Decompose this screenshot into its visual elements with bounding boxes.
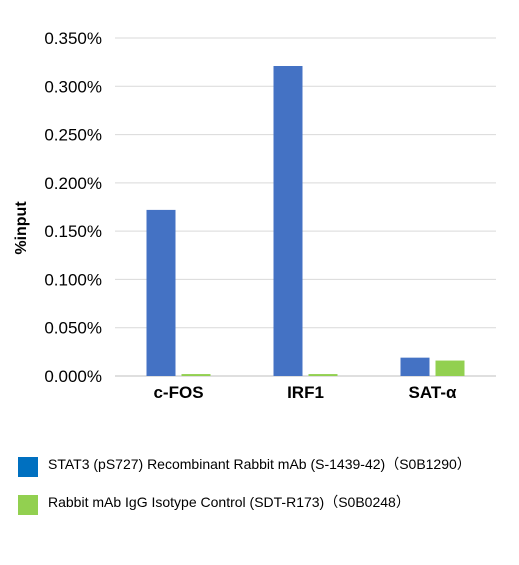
x-tick-label: c-FOS	[153, 383, 203, 402]
y-tick-label: 0.250%	[44, 126, 102, 145]
x-tick-labels: c-FOS IRF1 SAT-α	[153, 383, 457, 402]
bar-cfos-series-2	[181, 374, 211, 376]
y-tick-label: 0.100%	[44, 270, 102, 289]
bars	[146, 66, 465, 377]
legend-item-stat3: STAT3 (pS727) Recombinant Rabbit mAb (S-…	[18, 454, 508, 477]
bar-sat-series-1	[400, 357, 430, 376]
gridlines	[115, 37, 496, 377]
legend: STAT3 (pS727) Recombinant Rabbit mAb (S-…	[18, 454, 508, 530]
x-tick-label: IRF1	[287, 383, 324, 402]
legend-item-igg-control: Rabbit mAb IgG Isotype Control (SDT-R173…	[18, 492, 508, 515]
bar-cfos-series-1	[146, 209, 176, 376]
legend-label-igg-control: Rabbit mAb IgG Isotype Control (SDT-R173…	[48, 494, 410, 510]
bar-irf1-series-1	[273, 66, 303, 377]
y-tick-label: 0.350%	[44, 29, 102, 48]
y-tick-label: 0.200%	[44, 174, 102, 193]
x-tick-label: SAT-α	[409, 383, 457, 402]
bar-irf1-series-2	[308, 374, 338, 376]
legend-swatch-stat3	[18, 457, 38, 477]
y-tick-label: 0.050%	[44, 319, 102, 338]
y-tick-label: 0.150%	[44, 222, 102, 241]
legend-swatch-igg-control	[18, 495, 38, 515]
legend-label-stat3: STAT3 (pS727) Recombinant Rabbit mAb (S-…	[48, 456, 471, 472]
bar-sat-series-2	[435, 360, 465, 376]
y-tick-label: 0.300%	[44, 77, 102, 96]
bar-chart: %input 0.000% 0.050% 0.100% 0.150% 0.200% 0.2…	[13, 29, 496, 402]
y-axis-title: %input	[13, 201, 30, 255]
y-tick-labels: 0.000% 0.050% 0.100% 0.150% 0.200% 0.250% 0.30…	[44, 29, 102, 386]
y-tick-label: 0.000%	[44, 367, 102, 386]
